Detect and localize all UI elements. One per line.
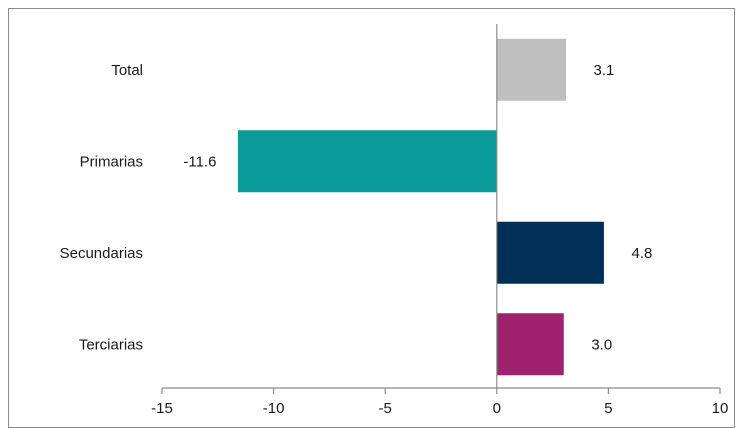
value-label: 4.8 [632,245,653,262]
bar-terciarias [496,313,564,376]
category-label: Total [111,62,143,79]
category-label: Primarias [80,153,143,170]
bar-secundarias [496,221,604,284]
category-label: Terciarias [79,336,143,353]
bar-total [496,38,566,101]
x-tick-label: -10 [263,400,285,417]
bar-primarias [237,130,497,193]
value-label: -11.6 [183,153,216,170]
x-tick-label: -15 [151,400,173,417]
value-label: 3.1 [594,62,615,79]
bar-chart: Total 3.1 Primarias -11.6 Secundarias 4.8 Terc… [60,24,729,417]
x-tick-label: 5 [604,400,612,417]
x-tick-label: 10 [712,400,729,417]
value-label: 3.0 [591,336,612,353]
x-tick-label: 0 [493,400,501,417]
x-tick-label: -5 [379,400,392,417]
category-label: Secundarias [60,245,143,262]
